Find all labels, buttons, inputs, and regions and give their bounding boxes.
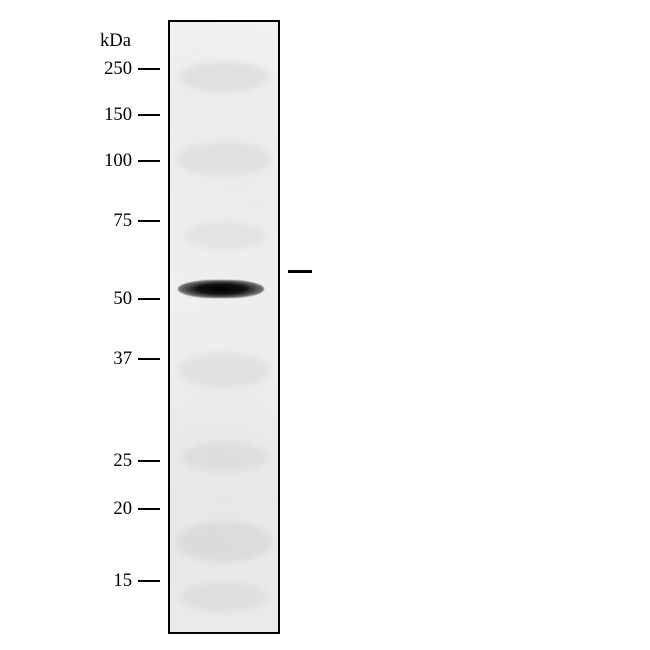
axis-tick-mark [138, 220, 160, 222]
axis-tick-label: 37 [88, 348, 132, 370]
lane-smudge [180, 582, 268, 612]
axis-tick-mark [138, 68, 160, 70]
lane-smudge [176, 522, 272, 562]
lane-smudge [176, 142, 272, 176]
axis-tick-mark [138, 358, 160, 360]
blot-lane [168, 20, 280, 634]
axis-tick-label: 15 [88, 570, 132, 592]
axis-tick-label: 75 [88, 210, 132, 232]
axis-unit-label: kDa [100, 30, 131, 52]
axis-tick-label: 150 [88, 104, 132, 126]
target-band-arrow-icon [288, 270, 312, 273]
axis-tick-mark [138, 460, 160, 462]
blot-lane-inner [170, 22, 278, 632]
lane-smudge [180, 62, 270, 92]
lane-smudge [182, 442, 268, 472]
axis-tick-label: 100 [88, 150, 132, 172]
axis-tick-mark [138, 114, 160, 116]
lane-smudge [184, 222, 266, 250]
axis-tick-mark [138, 160, 160, 162]
axis-tick-label: 50 [88, 288, 132, 310]
protein-band [178, 280, 264, 298]
axis-tick-label: 20 [88, 498, 132, 520]
axis-tick-mark [138, 580, 160, 582]
axis-tick-label: 25 [88, 450, 132, 472]
lane-smudge [178, 352, 270, 388]
axis-tick-label: 250 [88, 58, 132, 80]
axis-tick-mark [138, 298, 160, 300]
axis-tick-mark [138, 508, 160, 510]
western-blot-figure: kDa 250 150 100 75 50 37 25 20 15 [0, 0, 650, 650]
